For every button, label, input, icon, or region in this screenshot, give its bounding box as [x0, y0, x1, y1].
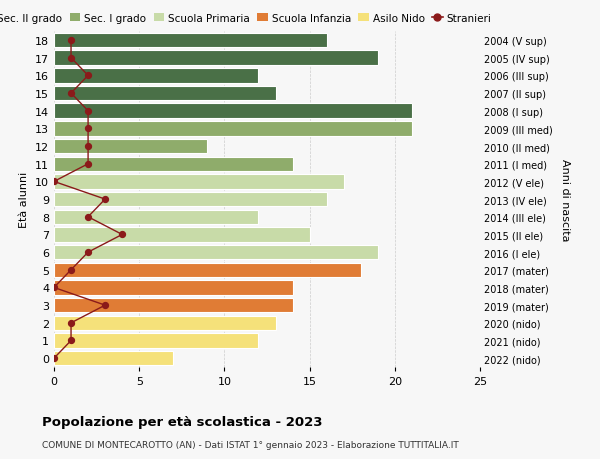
Point — [66, 319, 76, 327]
Bar — [54, 51, 378, 66]
Point — [66, 37, 76, 45]
Legend: Sec. II grado, Sec. I grado, Scuola Primaria, Scuola Infanzia, Asilo Nido, Stran: Sec. II grado, Sec. I grado, Scuola Prim… — [0, 14, 491, 23]
Point — [83, 213, 93, 221]
Y-axis label: Età alunni: Età alunni — [19, 172, 29, 228]
Point — [83, 125, 93, 133]
Bar — [54, 351, 173, 366]
Bar — [54, 228, 310, 242]
Point — [49, 179, 59, 186]
Bar — [54, 280, 293, 295]
Bar — [54, 104, 412, 119]
Point — [83, 161, 93, 168]
Bar — [54, 263, 361, 277]
Bar — [54, 192, 326, 207]
Point — [100, 302, 110, 309]
Point — [66, 337, 76, 344]
Bar — [54, 175, 344, 189]
Point — [83, 143, 93, 151]
Point — [83, 108, 93, 115]
Bar — [54, 210, 259, 224]
Point — [49, 355, 59, 362]
Y-axis label: Anni di nascita: Anni di nascita — [560, 158, 569, 241]
Bar — [54, 246, 378, 260]
Bar — [54, 298, 293, 313]
Bar — [54, 334, 259, 348]
Bar — [54, 34, 326, 48]
Point — [100, 196, 110, 203]
Text: COMUNE DI MONTECAROTTO (AN) - Dati ISTAT 1° gennaio 2023 - Elaborazione TUTTITAL: COMUNE DI MONTECAROTTO (AN) - Dati ISTAT… — [42, 440, 459, 449]
Point — [49, 284, 59, 291]
Bar — [54, 87, 275, 101]
Bar — [54, 69, 259, 84]
Bar — [54, 316, 275, 330]
Point — [118, 231, 127, 239]
Point — [83, 73, 93, 80]
Point — [66, 267, 76, 274]
Point — [66, 55, 76, 62]
Bar — [54, 157, 293, 172]
Point — [66, 90, 76, 97]
Text: Popolazione per età scolastica - 2023: Popolazione per età scolastica - 2023 — [42, 415, 323, 428]
Bar — [54, 140, 208, 154]
Point — [83, 249, 93, 256]
Bar — [54, 122, 412, 136]
